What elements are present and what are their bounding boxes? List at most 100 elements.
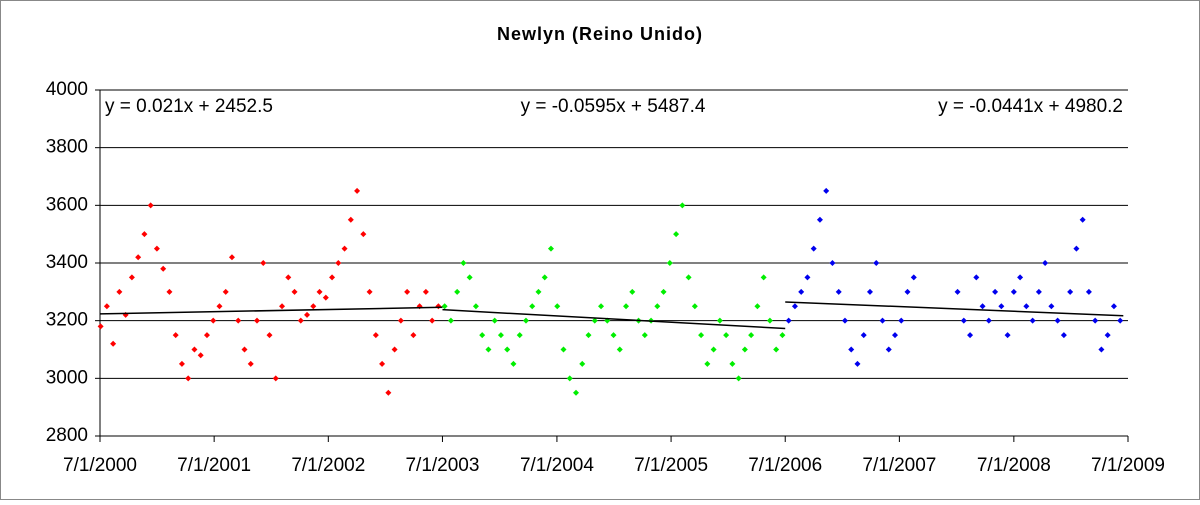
x-tick-label: 7/1/2001 xyxy=(177,455,251,476)
point xyxy=(573,389,580,396)
point xyxy=(341,245,348,252)
point xyxy=(266,332,273,339)
point xyxy=(410,332,417,339)
point xyxy=(841,317,848,324)
point xyxy=(504,346,511,353)
point xyxy=(610,332,617,339)
point xyxy=(522,317,529,324)
point xyxy=(1004,332,1011,339)
point xyxy=(629,288,636,295)
point xyxy=(185,375,192,382)
point xyxy=(222,288,229,295)
x-tick-label: 7/1/2009 xyxy=(1091,455,1165,476)
x-tick-label: 7/1/2002 xyxy=(291,455,365,476)
point xyxy=(103,303,110,310)
point xyxy=(285,274,292,281)
y-tick-label: 3000 xyxy=(46,367,88,388)
point xyxy=(335,260,342,266)
point xyxy=(354,187,361,194)
point xyxy=(197,352,204,359)
x-tick-label: 7/1/2004 xyxy=(520,455,594,476)
point xyxy=(253,317,260,324)
point xyxy=(985,317,992,324)
point xyxy=(998,303,1005,310)
point xyxy=(166,288,173,295)
point xyxy=(735,375,742,382)
point xyxy=(379,360,386,367)
point xyxy=(898,317,905,324)
point xyxy=(153,245,160,252)
point xyxy=(704,360,711,367)
point xyxy=(754,303,761,310)
point xyxy=(741,346,748,353)
point xyxy=(785,317,792,324)
point xyxy=(1023,303,1030,310)
point xyxy=(203,332,210,339)
point xyxy=(560,346,567,353)
point xyxy=(322,294,329,301)
point xyxy=(479,332,486,339)
point xyxy=(397,317,404,324)
point xyxy=(404,288,411,295)
point xyxy=(1054,317,1061,324)
point xyxy=(910,274,917,281)
point xyxy=(860,332,867,339)
point xyxy=(685,274,692,281)
point xyxy=(679,202,686,209)
point xyxy=(723,332,730,339)
point xyxy=(879,317,886,324)
point xyxy=(892,332,899,339)
point xyxy=(516,332,523,339)
point xyxy=(247,360,254,367)
point xyxy=(241,346,248,353)
point xyxy=(823,187,830,194)
point xyxy=(967,332,974,339)
point xyxy=(1110,303,1117,310)
point xyxy=(1085,288,1092,295)
point xyxy=(954,288,961,295)
point xyxy=(554,303,561,310)
point xyxy=(172,332,179,339)
point xyxy=(829,260,836,266)
point xyxy=(110,340,117,347)
point xyxy=(510,360,517,367)
point xyxy=(97,323,104,330)
point xyxy=(1042,260,1049,266)
trendline xyxy=(99,306,443,315)
point xyxy=(691,303,698,310)
point xyxy=(885,346,892,353)
point xyxy=(466,274,473,281)
point xyxy=(1092,317,1099,324)
point xyxy=(360,231,367,238)
x-tick-label: 7/1/2005 xyxy=(634,455,708,476)
point xyxy=(1010,288,1017,295)
point xyxy=(710,346,717,353)
point xyxy=(641,332,648,339)
point xyxy=(848,346,855,353)
point xyxy=(585,332,592,339)
point xyxy=(441,303,448,310)
point xyxy=(366,288,373,295)
point xyxy=(391,346,398,353)
point xyxy=(529,303,536,310)
y-tick-label: 3200 xyxy=(46,310,88,331)
x-tick-label: 7/1/2008 xyxy=(977,455,1051,476)
y-tick-label: 3600 xyxy=(46,194,88,215)
point xyxy=(447,317,454,324)
point xyxy=(591,317,598,324)
point xyxy=(760,274,767,281)
point xyxy=(485,346,492,353)
point xyxy=(660,288,667,295)
point xyxy=(541,274,548,281)
point xyxy=(304,311,311,318)
point xyxy=(716,317,723,324)
trendline-equation: y = 0.021x + 2452.5 xyxy=(105,96,273,117)
point xyxy=(748,332,755,339)
point xyxy=(1060,332,1067,339)
point xyxy=(673,231,680,238)
point xyxy=(1117,317,1124,324)
x-tick-label: 7/1/2003 xyxy=(405,455,479,476)
point xyxy=(1104,332,1111,339)
